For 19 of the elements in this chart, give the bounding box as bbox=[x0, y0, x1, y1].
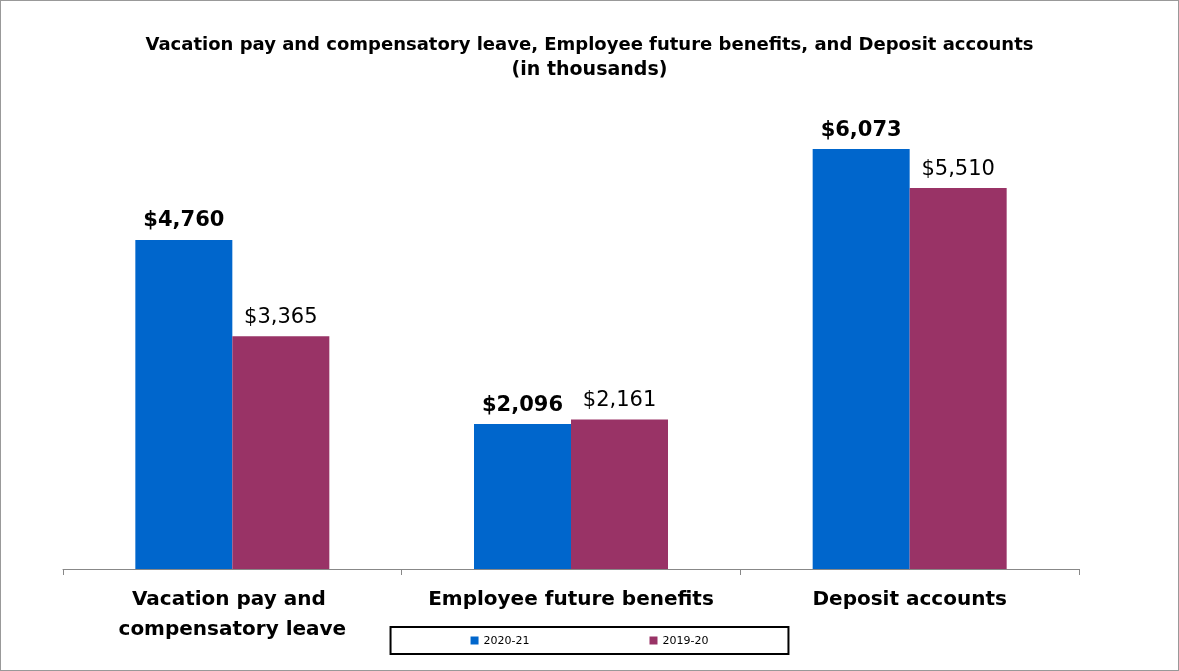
x-tick-label: Employee future benefits bbox=[428, 586, 714, 610]
legend-label: 2019-20 bbox=[662, 634, 709, 647]
bar bbox=[474, 424, 571, 569]
data-label: $3,365 bbox=[244, 303, 318, 328]
legend-label: 2020-21 bbox=[483, 634, 530, 647]
bar bbox=[909, 188, 1007, 569]
chart-subtitle: (in thousands) bbox=[511, 56, 668, 79]
bar bbox=[232, 336, 330, 569]
x-tick-label: Deposit accounts bbox=[812, 586, 1007, 610]
x-tick-label: Vacation pay and compensatory leave bbox=[118, 586, 347, 640]
data-label: $2,096 bbox=[481, 391, 564, 416]
data-label: $6,073 bbox=[820, 116, 902, 141]
chart-title: Vacation pay and compensatory leave, Employee future benefits, and Deposit accounts bbox=[145, 32, 1034, 54]
data-label: $5,510 bbox=[921, 155, 995, 180]
data-label: $4,760 bbox=[143, 207, 225, 232]
bar bbox=[571, 419, 668, 569]
bar bbox=[812, 149, 910, 569]
bar bbox=[135, 239, 233, 569]
data-label: $2,161 bbox=[582, 387, 657, 412]
